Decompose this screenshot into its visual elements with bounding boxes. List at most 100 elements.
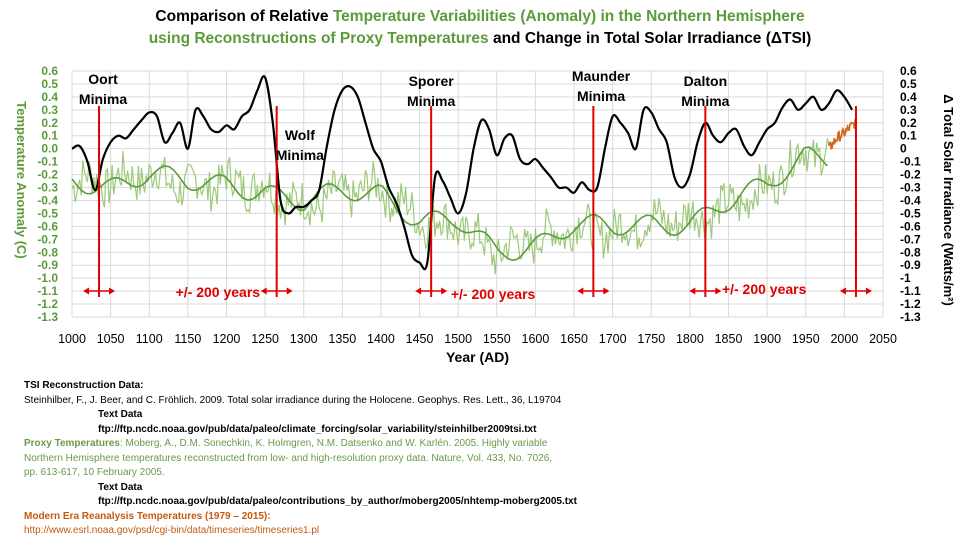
minima-label-word: Minima	[681, 93, 729, 109]
y-tick-label-right: -1.1	[900, 284, 921, 298]
proxy-text-data-label: Text Data	[98, 481, 143, 493]
range-arrow-head-left	[415, 287, 422, 295]
y-tick-label-right: 0.3	[900, 103, 917, 117]
x-tick-label: 1450	[406, 332, 434, 346]
range-arrow-head-left	[260, 287, 267, 295]
title-part-1: Comparison of Relative	[155, 8, 333, 25]
modern-temperature-line	[828, 117, 857, 150]
y-tick-label-left: -1.2	[37, 297, 58, 311]
x-tick-label: 1750	[637, 332, 665, 346]
y-tick-label-left: -0.7	[37, 232, 58, 246]
y-tick-label-right: -0.7	[900, 232, 921, 246]
tsi-ref-citation: Steinhilber, F., J. Beer, and C. Fröhlic…	[24, 394, 562, 406]
range-arrow-head-right	[865, 287, 872, 295]
tsi-ref-heading: TSI Reconstruction Data:	[24, 380, 144, 391]
y-tick-label-right: -0.8	[900, 245, 921, 259]
x-tick-label: 1700	[599, 332, 627, 346]
x-tick-label: 1950	[792, 332, 820, 346]
range-arrow-head-left	[83, 287, 90, 295]
y-tick-label-right: -1	[900, 271, 911, 285]
minima-label-name: Oort	[88, 71, 118, 87]
proxy-ref-citation-3: pp. 613-617, 10 February 2005.	[24, 467, 165, 478]
y-tick-label-left: -0.3	[37, 181, 58, 195]
y-tick-label-left: -0.6	[37, 219, 58, 233]
proxy-ref-citation-2: Northern Hemisphere temperatures reconst…	[24, 452, 553, 464]
x-tick-label: 1500	[444, 332, 472, 346]
x-tick-label: 2000	[830, 332, 858, 346]
minima-label-word: Minima	[577, 88, 625, 104]
y-tick-label-right: -0.4	[900, 193, 921, 207]
x-tick-label: 1600	[522, 332, 550, 346]
tsi-text-data-label: Text Data	[98, 409, 143, 420]
range-arrow-head-right	[441, 287, 448, 295]
modern-data-link[interactable]: http://www.esrl.noaa.gov/psd/cgi-bin/dat…	[24, 525, 320, 536]
y-tick-label-right: 0.1	[900, 129, 917, 143]
x-tick-label: 2050	[869, 332, 897, 346]
y-tick-label-left: 0.4	[41, 90, 58, 104]
y-tick-label-left: 0.0	[41, 142, 58, 156]
minima-label-word: Minima	[79, 91, 127, 107]
x-tick-label: 1300	[290, 332, 318, 346]
proxy-smoothed-line	[71, 146, 828, 262]
y-tick-label-left: -1.1	[37, 284, 58, 298]
title-part-2: Temperature Variabilities (Anomaly) in t…	[332, 8, 805, 25]
x-tick-label: 1250	[251, 332, 279, 346]
proxy-data-link[interactable]: ftp://ftp.ncdc.noaa.gov/pub/data/paleo/c…	[98, 496, 577, 507]
x-tick-label: 1900	[753, 332, 781, 346]
y-tick-label-right: 0.5	[900, 77, 917, 91]
x-tick-label: 1000	[58, 332, 86, 346]
y-tick-label-left: 0.1	[41, 129, 58, 143]
y-tick-label-left: 0.2	[41, 116, 58, 130]
y-tick-label-right: -1.3	[900, 310, 921, 324]
proxy-ref-heading: Proxy Temperatures	[24, 438, 120, 449]
range-arrow-head-left	[689, 287, 696, 295]
range-label: +/- 200 years	[176, 284, 261, 300]
minima-label-word: Minima	[407, 93, 455, 109]
range-label: +/- 200 years	[722, 281, 807, 297]
range-arrow-head-right	[109, 287, 116, 295]
chart-title: Comparison of Relative Temperature Varia…	[0, 6, 960, 50]
minima-label-word: Minima	[276, 147, 324, 163]
y-tick-label-right: -0.1	[900, 155, 921, 169]
title-part-4: and Change in Total Solar Irradiance (ΔT…	[488, 30, 812, 47]
x-tick-label: 1150	[174, 332, 201, 346]
proxy-annual-line	[71, 138, 830, 275]
x-tick-label: 1350	[328, 332, 356, 346]
tsi-line	[71, 75, 854, 271]
minima-label-name: Sporer	[409, 73, 455, 89]
y-tick-label-left: -0.8	[37, 245, 58, 259]
x-tick-label: 1100	[136, 332, 163, 346]
x-tick-label: 1850	[715, 332, 743, 346]
y-tick-label-right: -0.2	[900, 168, 921, 182]
y-tick-label-left: 0.3	[41, 103, 58, 117]
minima-label-name: Dalton	[684, 73, 728, 89]
y-tick-label-left: 0.6	[41, 64, 58, 78]
range-arrow-head-right	[715, 287, 722, 295]
x-tick-label: 1400	[367, 332, 395, 346]
y-tick-label-left: -1.3	[37, 310, 58, 324]
title-part-3: using Reconstructions of Proxy Temperatu…	[148, 30, 489, 47]
y-tick-label-left: -0.5	[37, 206, 58, 220]
y-tick-label-right: 0	[900, 142, 907, 156]
y-tick-label-right: 0.6	[900, 64, 917, 78]
range-arrow-head-right	[286, 287, 293, 295]
y-tick-label-left: -0.2	[37, 168, 58, 182]
x-tick-label: 1650	[560, 332, 588, 346]
y-tick-label-left: -0.4	[37, 193, 58, 207]
y-tick-label-right: 0.2	[900, 116, 917, 130]
y-tick-label-right: -0.3	[900, 181, 921, 195]
minima-label-name: Wolf	[285, 127, 315, 143]
y-axis-title-right: Δ Total Solar Irradiance (Watts/m²)	[941, 94, 956, 306]
proxy-ref-citation-1: : Moberg, A., D.M. Sonechkin, K. Holmgre…	[119, 438, 548, 449]
x-tick-label: 1050	[97, 332, 125, 346]
x-tick-label: 1800	[676, 332, 704, 346]
tsi-data-link[interactable]: ftp://ftp.ncdc.noaa.gov/pub/data/paleo/c…	[98, 423, 537, 435]
y-tick-label-right: -0.9	[900, 258, 921, 272]
y-axis-title-left: Temperature Anomaly (C)	[14, 101, 29, 258]
y-tick-label-left: 0.5	[41, 77, 58, 91]
y-tick-label-right: -0.6	[900, 219, 921, 233]
x-tick-label: 1200	[213, 332, 241, 346]
y-tick-label-right: -0.5	[900, 206, 921, 220]
chart-svg: 0.6 0.60.5 0.50.4 0.40.3 0.30.2 0.20.1 0.10.0 0…	[14, 64, 956, 365]
minima-label-name: Maunder	[572, 68, 631, 84]
